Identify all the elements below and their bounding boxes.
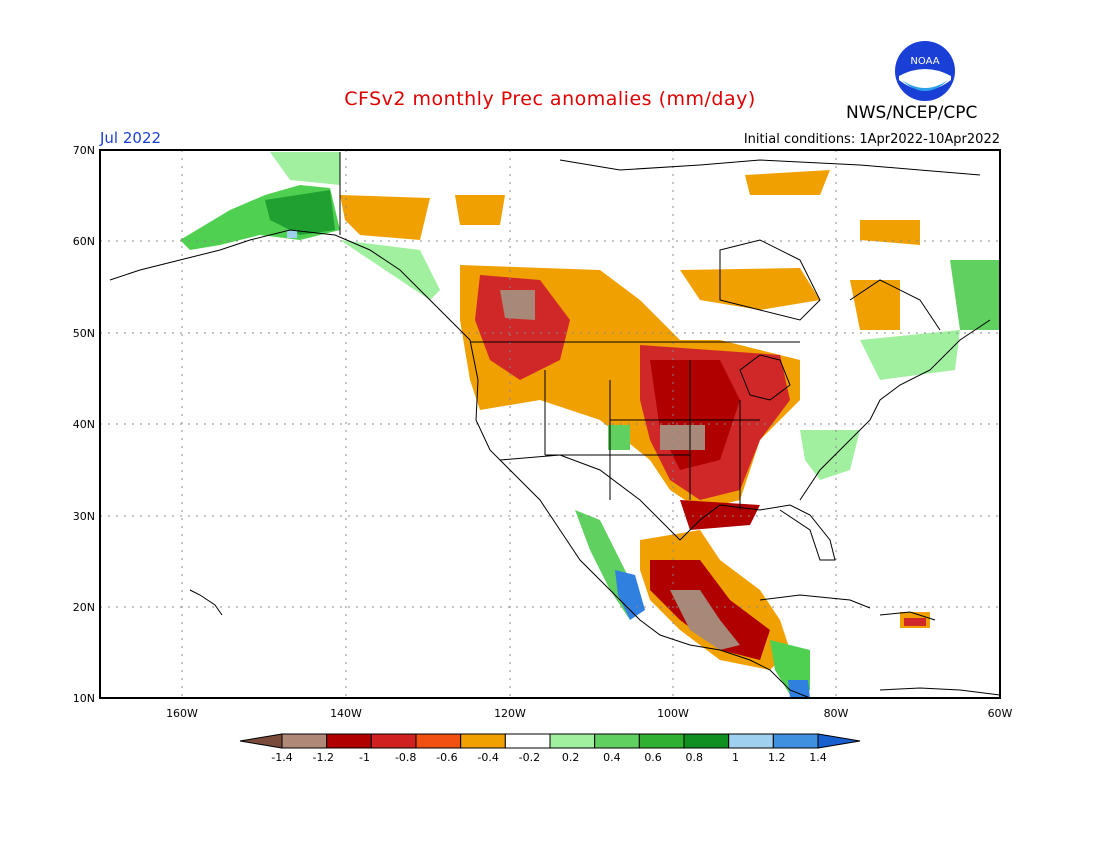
colorbar-label: 1: [732, 751, 739, 764]
lat-label-40n: 40N: [73, 418, 95, 431]
anomaly-region-labrador-orange: [860, 220, 920, 245]
map-border: [99, 149, 1001, 699]
colorbar-label: -0.6: [436, 751, 457, 764]
anomaly-region-plains-brown: [660, 425, 705, 450]
anomaly-region-east-green: [950, 260, 1000, 330]
colorbar-label: 1.4: [809, 751, 827, 764]
valid-month-label: Jul 2022: [100, 129, 162, 147]
agency-label: NWS/NCEP/CPC: [846, 103, 978, 123]
colorbar-box: [415, 733, 462, 749]
colorbar-label: 0.2: [562, 751, 580, 764]
chart-title: CFSv2 monthly Prec anomalies (mm/day): [344, 88, 756, 110]
lat-lon-grid: [100, 150, 1000, 698]
anomaly-region-mexico-brown: [670, 590, 740, 650]
colorbar-label: -0.8: [395, 751, 416, 764]
colorbar-label: 1.2: [768, 751, 786, 764]
colorbar-box: [683, 733, 730, 749]
anomaly-region-southwest-green: [608, 425, 630, 450]
colorbar-label: -0.2: [519, 751, 540, 764]
lon-label-80w: 80W: [824, 707, 849, 720]
colorbar-box: [460, 733, 506, 749]
coastlines: [109, 152, 1001, 699]
anomaly-region-arctic-orange: [745, 170, 830, 195]
lat-label-60n: 60N: [73, 235, 95, 248]
anomaly-region-mexico-west-blue: [615, 570, 645, 620]
colorbar-box: [326, 733, 372, 749]
anomaly-region-caribbean-red: [904, 618, 926, 626]
anomaly-region-alaska-north: [270, 152, 340, 185]
lon-axis: 160W 140W 120W 100W 80W 60W: [166, 707, 1012, 720]
colorbar-label: 0.4: [603, 751, 621, 764]
lon-label-140w: 140W: [330, 707, 362, 720]
colorbar-box: [549, 733, 596, 749]
colorbar-label: 0.6: [644, 751, 662, 764]
anomaly-region-southeast-green: [800, 430, 860, 480]
colorbar-label: -1.4: [271, 751, 292, 764]
lon-label-120w: 120W: [494, 707, 526, 720]
colorbar-arrow-left: [239, 733, 283, 749]
noaa-logo: NOAA: [895, 41, 955, 101]
anomaly-region-alaska-blue: [287, 230, 297, 238]
anomaly-region-west-red: [475, 275, 570, 380]
lat-label-10n: 10N: [73, 692, 95, 705]
anomaly-region-bc-coast: [340, 240, 440, 300]
lon-label-100w: 100W: [657, 707, 689, 720]
anomaly-region-central-america-blue: [788, 680, 810, 698]
lat-axis: 70N 60N 50N 40N 30N 20N 10N: [73, 144, 95, 705]
anomaly-region-yukon-orange: [340, 195, 430, 240]
colorbar: -1.4 -1.2 -1 -0.8 -0.6 -0.4 -0.2 0.2 0.4 0.6 0.8 1 1…: [239, 733, 861, 764]
anomaly-region-alaska-dark: [265, 190, 335, 235]
anomaly-region-quebec-orange: [850, 280, 900, 330]
colorbar-arrow-right: [817, 733, 861, 749]
colorbar-box: [772, 733, 819, 749]
initial-conditions-label: Initial conditions: 1Apr2022-10Apr2022: [743, 132, 1000, 147]
colorbar-box: [594, 733, 640, 749]
colorbar-box: [281, 733, 328, 749]
colorbar-label: -1.2: [312, 751, 333, 764]
anomaly-region-hudson-orange: [680, 268, 820, 310]
colorbar-box: [504, 733, 551, 749]
lat-label-30n: 30N: [73, 510, 95, 523]
lat-label-70n: 70N: [73, 144, 95, 157]
anomaly-field: [180, 152, 1000, 698]
colorbar-box: [370, 733, 417, 749]
lon-label-60w: 60W: [988, 707, 1013, 720]
anomaly-region-rockies-brown: [500, 290, 535, 320]
lat-label-20n: 20N: [73, 601, 95, 614]
anomaly-region-nwt-orange: [455, 195, 505, 225]
lat-label-50n: 50N: [73, 327, 95, 340]
colorbar-box: [638, 733, 685, 749]
colorbar-label: 0.8: [686, 751, 704, 764]
anomaly-region-atlantic-green: [860, 330, 960, 380]
logo-text: NOAA: [910, 56, 939, 67]
colorbar-box: [728, 733, 774, 749]
colorbar-label: -1: [359, 751, 370, 764]
lon-label-160w: 160W: [166, 707, 198, 720]
colorbar-label: -0.4: [477, 751, 498, 764]
